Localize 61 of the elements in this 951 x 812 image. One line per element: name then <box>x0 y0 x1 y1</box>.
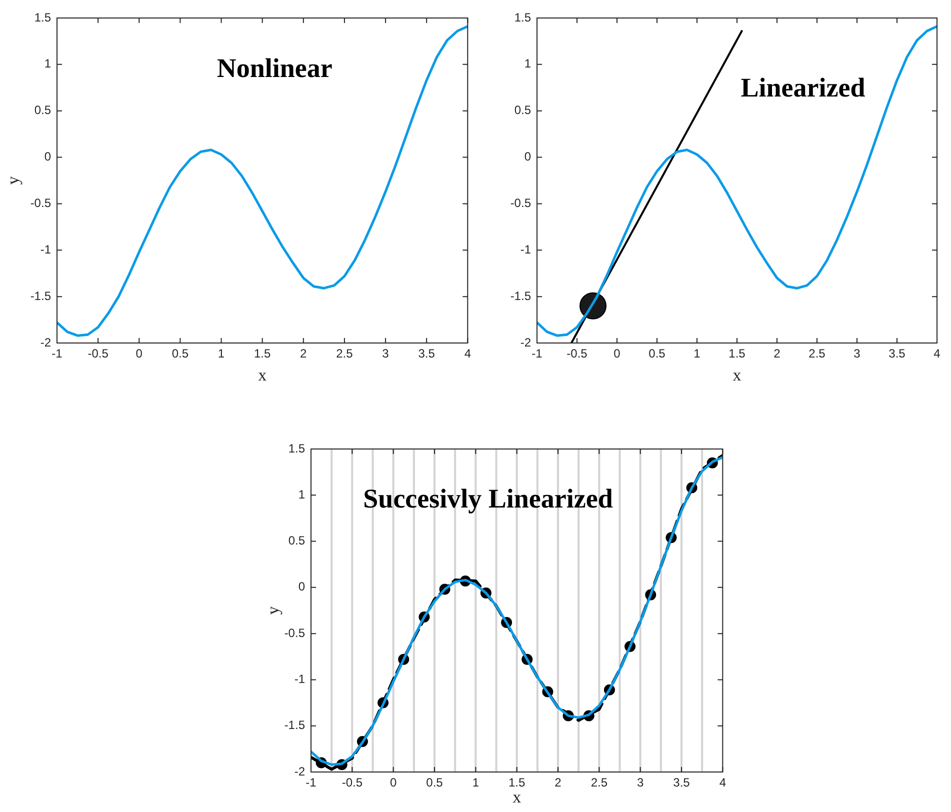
annotation: Linearized <box>740 72 866 102</box>
y-tick-label: 0 <box>44 150 52 164</box>
x-tick-label: 2.5 <box>336 346 354 361</box>
y-tick-label: -1 <box>40 242 52 256</box>
x-tick-label: -0.5 <box>88 346 109 361</box>
x-tick-label: 3 <box>854 346 861 361</box>
x-tick-label: 2.5 <box>590 776 608 790</box>
annotation: Nonlinear <box>216 52 332 83</box>
x-tick-label: 2 <box>554 776 562 790</box>
x-tick-label: 0.5 <box>648 346 666 361</box>
x-tick-label: 3.5 <box>418 346 436 361</box>
x-tick-label: 2.5 <box>808 346 826 361</box>
y-tick-label: -0.5 <box>510 196 532 210</box>
x-tick-label: 2 <box>774 346 781 361</box>
y-tick-label: -2 <box>520 335 532 350</box>
y-tick-label: 0.5 <box>34 103 52 118</box>
y-tick-label: 1 <box>524 56 532 71</box>
x-tick-label: 4 <box>464 346 472 361</box>
y-tick-label: 1.5 <box>34 10 52 24</box>
x-tick-label: 0.5 <box>426 776 444 790</box>
x-tick-label: 0.5 <box>172 346 189 361</box>
y-tick-label: -1.5 <box>510 288 532 303</box>
y-tick-label: 1 <box>298 487 306 502</box>
x-tick-label: 0 <box>390 776 397 790</box>
x-tick-label: 2 <box>300 346 308 361</box>
x-tick-label: 1 <box>472 776 480 790</box>
x-axis-title: x <box>732 365 742 384</box>
y-tick-label: -0.5 <box>30 196 52 210</box>
x-tick-label: 0 <box>136 346 143 361</box>
x-tick-label: 3.5 <box>888 346 906 361</box>
x-tick-label: 3 <box>382 346 390 361</box>
y-tick-label: 0.5 <box>514 103 532 118</box>
x-tick-label: 3 <box>636 776 644 790</box>
x-tick-label: 4 <box>719 776 726 790</box>
y-tick-label: -1.5 <box>30 288 52 303</box>
y-tick-label: 1.5 <box>514 10 532 24</box>
x-tick-label: 1 <box>218 346 225 361</box>
y-tick-label: 0.5 <box>288 534 306 548</box>
y-tick-label: -1.5 <box>284 718 306 732</box>
x-tick-label: 1.5 <box>728 346 746 361</box>
x-tick-label: 1.5 <box>254 346 271 361</box>
x-tick-label: 4 <box>934 346 941 361</box>
annotation: Succesivly Linearized <box>363 484 613 514</box>
y-tick-label: 0 <box>298 580 306 594</box>
x-tick-label: 1 <box>694 346 701 361</box>
y-tick-label: -1 <box>294 672 306 686</box>
y-tick-label: 1 <box>44 56 52 71</box>
x-tick-label: 3.5 <box>673 776 690 790</box>
x-tick-label: -0.5 <box>342 776 363 790</box>
y-axis-title: y <box>264 606 283 615</box>
x-axis-title: x <box>512 787 522 806</box>
y-tick-label: 0 <box>524 150 532 164</box>
y-tick-label: -2 <box>40 335 52 350</box>
y-tick-label: 1.5 <box>288 441 306 456</box>
y-axis-title: y <box>4 176 23 185</box>
x-tick-label: 0 <box>614 346 621 361</box>
y-tick-label: -0.5 <box>284 626 306 640</box>
x-axis-title: x <box>258 365 268 384</box>
y-tick-label: -1 <box>520 242 532 256</box>
x-tick-label: -0.5 <box>566 346 588 361</box>
y-tick-label: -2 <box>294 764 306 778</box>
